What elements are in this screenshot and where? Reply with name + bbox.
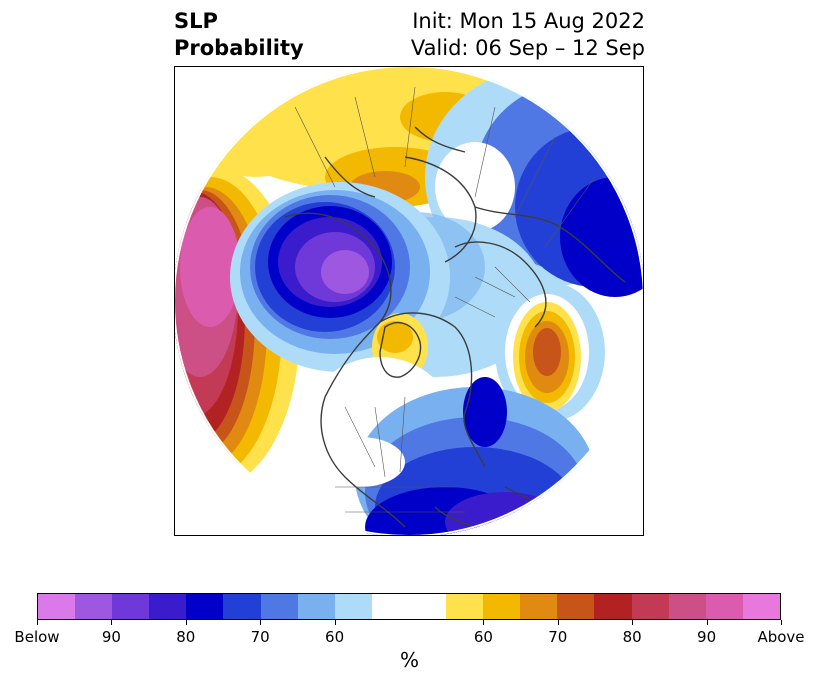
colorbar-tick-label: Above bbox=[757, 628, 805, 646]
colorbar-segment bbox=[371, 594, 447, 619]
greenland-orange bbox=[377, 321, 413, 353]
colorbar-segment bbox=[149, 594, 187, 619]
colorbar bbox=[37, 593, 781, 620]
colorbar-segment bbox=[38, 594, 76, 619]
colorbar-tick-mark bbox=[37, 620, 38, 625]
colorbar-ticks: Below 90 80 70 60 60 70 80 90 Above bbox=[14, 620, 805, 650]
colorbar-segment bbox=[223, 594, 261, 619]
colorbar-tick-mark bbox=[334, 620, 336, 625]
colorbar-segment bbox=[742, 594, 780, 619]
colorbar-segment bbox=[557, 594, 595, 619]
title-line-1: SLP bbox=[174, 9, 218, 33]
forecast-dates: Init: Mon 15 Aug 2022 Valid: 06 Sep – 12… bbox=[411, 8, 645, 62]
title-line-2: Probability bbox=[174, 36, 304, 60]
colorbar-tick-label: 70 bbox=[250, 628, 270, 646]
colorbar-unit-label: % bbox=[399, 648, 419, 672]
colorbar-segment bbox=[297, 594, 335, 619]
map-svg bbox=[175, 67, 643, 535]
colorbar-tick-label: 80 bbox=[622, 628, 642, 646]
colorbar-segment bbox=[112, 594, 150, 619]
colorbar-tick-mark bbox=[781, 620, 782, 625]
colorbar-segment bbox=[631, 594, 669, 619]
colorbar-tick-mark bbox=[111, 620, 113, 625]
europe-above-region bbox=[495, 282, 605, 422]
colorbar-segment bbox=[75, 594, 113, 619]
colorbar-tick-mark bbox=[706, 620, 708, 625]
colorbar-tick-label: 60 bbox=[325, 628, 345, 646]
probability-map bbox=[174, 66, 644, 536]
colorbar-tick-mark bbox=[185, 620, 187, 625]
colorbar-segment bbox=[520, 594, 558, 619]
bering-below-region bbox=[230, 182, 450, 372]
colorbar-tick-label: 90 bbox=[697, 628, 717, 646]
colorbar-tick-label: 60 bbox=[473, 628, 493, 646]
colorbar-tick-label: 80 bbox=[176, 628, 196, 646]
valid-range: Valid: 06 Sep – 12 Sep bbox=[410, 36, 645, 60]
colorbar-segment bbox=[668, 594, 706, 619]
init-date: Init: Mon 15 Aug 2022 bbox=[412, 9, 645, 33]
colorbar-segment bbox=[186, 594, 224, 619]
colorbar-segment bbox=[334, 594, 372, 619]
colorbar-tick-mark bbox=[557, 620, 559, 625]
colorbar-tick-label: 90 bbox=[101, 628, 121, 646]
colorbar-tick-mark bbox=[260, 620, 262, 625]
colorbar-segment bbox=[483, 594, 521, 619]
colorbar-segment bbox=[260, 594, 298, 619]
colorbar-tick-mark bbox=[483, 620, 485, 625]
colorbar-segment bbox=[705, 594, 743, 619]
colorbar-segment bbox=[446, 594, 484, 619]
colorbar-tick-mark bbox=[632, 620, 634, 625]
colorbar-tick-label: Below bbox=[14, 628, 60, 646]
colorbar-tick-label: 70 bbox=[548, 628, 568, 646]
colorbar-segment bbox=[594, 594, 632, 619]
political-borders bbox=[294, 86, 596, 513]
chart-title: SLP Probability bbox=[174, 8, 304, 62]
